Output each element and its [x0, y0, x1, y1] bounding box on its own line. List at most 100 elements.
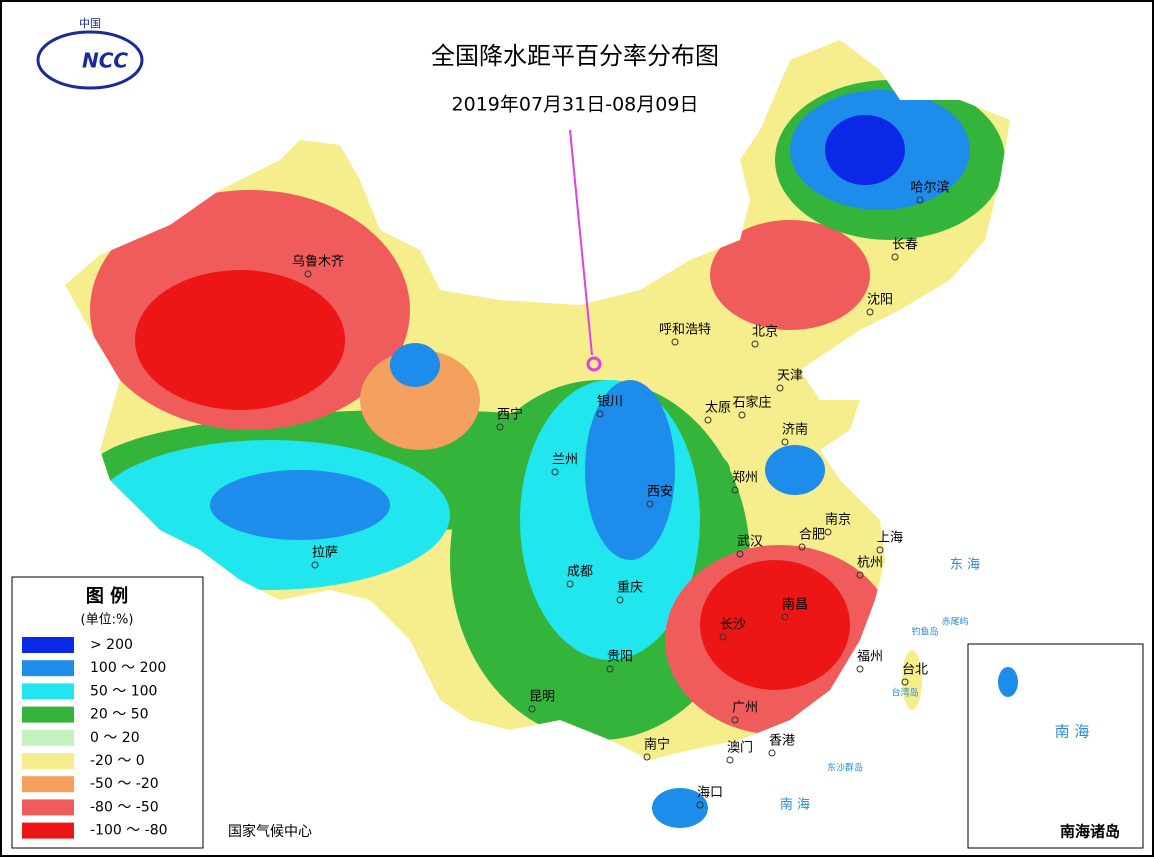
- city-marker: [856, 571, 864, 579]
- legend-swatch: [22, 822, 74, 839]
- city-label: 太原: [705, 401, 731, 416]
- city-marker: [596, 410, 604, 418]
- city-label: 哈尔滨: [910, 180, 949, 196]
- legend-label: -100 ～ -80: [90, 823, 168, 839]
- sea-label: 钓鱼岛: [911, 626, 938, 638]
- legend-swatch: [22, 706, 74, 723]
- legend-title: 图 例: [86, 585, 128, 607]
- legend-swatch: [22, 660, 74, 677]
- inset-label: 南海诸岛: [1060, 823, 1120, 841]
- pointer-circle: [586, 356, 602, 372]
- legend-unit: (单位:%): [81, 613, 134, 628]
- legend-swatch: [22, 637, 74, 653]
- legend-swatch: [22, 753, 74, 769]
- city-marker: [901, 678, 909, 686]
- city-marker: [566, 580, 574, 588]
- city-marker: [696, 801, 704, 809]
- legend-swatch: [22, 729, 74, 746]
- city-label: 石家庄: [732, 395, 771, 411]
- city-marker: [916, 196, 924, 204]
- city-label: 成都: [567, 565, 593, 580]
- title: 全国降水距平百分率分布图: [431, 42, 719, 70]
- city-marker: [856, 665, 864, 673]
- city-marker: [751, 340, 759, 348]
- city-label: 合肥: [799, 528, 825, 543]
- city-label: 贵阳: [607, 650, 633, 665]
- city-label: 广州: [732, 701, 758, 716]
- city-label: 海口: [697, 786, 723, 801]
- city-label: 西安: [647, 485, 673, 500]
- inset-sea-label: 南 海: [1055, 723, 1090, 741]
- city-marker: [876, 546, 884, 554]
- city-label: 杭州: [857, 556, 883, 571]
- sea-label: 赤尾屿: [941, 617, 968, 628]
- city-label: 香港: [769, 734, 795, 749]
- city-marker: [551, 468, 559, 476]
- legend-label: 20 ～ 50: [90, 707, 149, 723]
- city-label: 南京: [825, 512, 851, 528]
- legend-label: 100 ～ 200: [90, 660, 166, 676]
- city-label: 拉萨: [312, 546, 338, 561]
- city-marker: [496, 423, 504, 431]
- legend-swatch: [22, 799, 74, 816]
- sea-label: 东 海: [950, 558, 980, 573]
- city-label: 昆明: [529, 690, 555, 705]
- city-marker: [824, 528, 832, 536]
- city-marker: [738, 411, 746, 419]
- city-label: 福州: [857, 650, 883, 665]
- city-label: 天津: [777, 369, 803, 384]
- inset-box: [967, 643, 1144, 849]
- city-label: 西宁: [497, 407, 523, 423]
- city-label: 长沙: [720, 618, 746, 633]
- city-marker: [736, 550, 744, 558]
- city-marker: [616, 596, 624, 604]
- city-marker: [891, 253, 899, 261]
- logo-text: NCC: [82, 49, 128, 73]
- city-label: 呼和浩特: [659, 323, 711, 338]
- city-marker: [731, 716, 739, 724]
- city-marker: [671, 338, 679, 346]
- city-marker: [776, 384, 784, 392]
- city-marker: [311, 561, 319, 569]
- legend-label: > 200: [90, 637, 133, 653]
- city-marker: [781, 613, 789, 621]
- city-label: 银川: [597, 395, 623, 410]
- city-marker: [719, 633, 727, 641]
- legend-label: 50 ～ 100: [90, 683, 157, 699]
- city-marker: [643, 753, 651, 761]
- subtitle: 2019年07月31日-08月09日: [452, 94, 699, 116]
- city-label: 台北: [902, 663, 928, 678]
- legend-swatch: [22, 776, 74, 793]
- legend-label: -80 ～ -50: [90, 799, 159, 815]
- legend-label: -50 ～ -20: [90, 776, 159, 792]
- city-label: 南昌: [782, 597, 808, 613]
- city-label: 郑州: [732, 471, 758, 486]
- city-label: 武汉: [737, 535, 763, 550]
- legend-swatch: [22, 683, 74, 700]
- logo-country: 中国: [79, 17, 101, 30]
- city-marker: [606, 665, 614, 673]
- logo-ring: [36, 30, 144, 90]
- city-marker: [528, 705, 536, 713]
- sea-label: 南 海: [780, 797, 810, 813]
- city-label: 南宁: [644, 737, 670, 753]
- city-label: 上海: [877, 531, 903, 546]
- city-marker: [866, 308, 874, 316]
- city-label: 乌鲁木齐: [292, 254, 344, 270]
- sea-label: 台湾岛: [891, 687, 918, 699]
- city-marker: [726, 756, 734, 764]
- city-label: 沈阳: [867, 293, 893, 308]
- footer: 国家气候中心: [228, 823, 312, 840]
- city-label: 北京: [752, 325, 778, 340]
- city-marker: [731, 486, 739, 494]
- city-label: 澳门: [727, 740, 753, 756]
- city-marker: [646, 500, 654, 508]
- city-label: 兰州: [552, 453, 578, 468]
- city-label: 长春: [892, 238, 918, 253]
- inset-hainan: [998, 667, 1018, 697]
- legend-items: > 200 100 ～ 200 50 ～ 100 20 ～ 50 0 ～ 20 -20 ～…: [22, 637, 168, 839]
- legend-label: -20 ～ 0: [90, 753, 145, 769]
